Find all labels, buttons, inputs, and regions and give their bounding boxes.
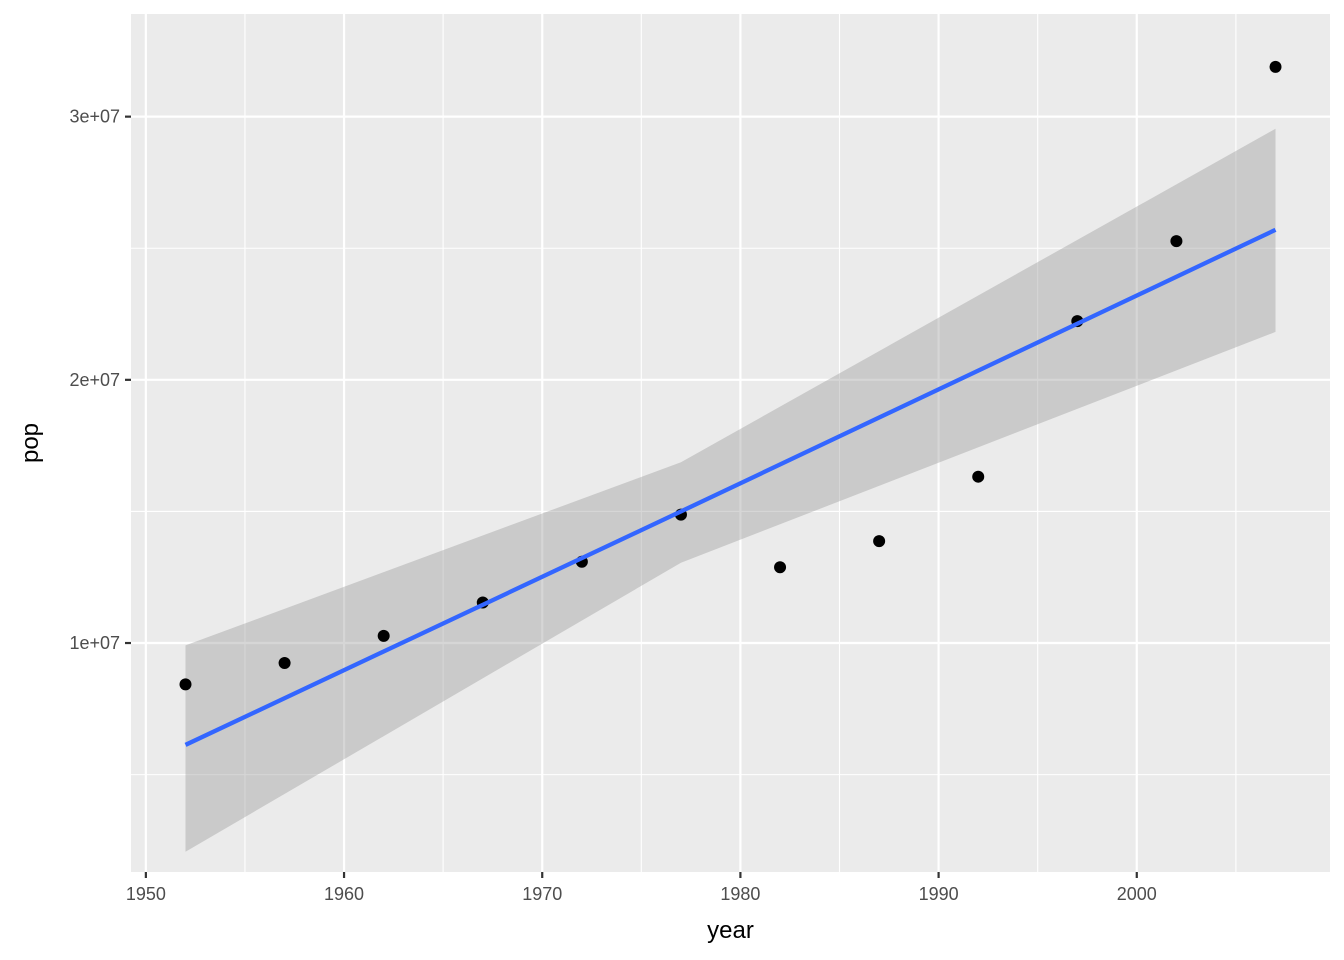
y-tick-label: 1e+07	[69, 633, 120, 653]
data-point	[873, 535, 886, 548]
y-tick-label: 3e+07	[69, 107, 120, 127]
data-point	[278, 657, 291, 670]
trend-line	[184, 227, 1277, 747]
y-axis-title: pop	[17, 423, 44, 463]
x-tick-label: 1980	[720, 884, 760, 904]
data-point	[774, 561, 787, 574]
data-point	[179, 678, 192, 691]
x-tick-label: 1990	[919, 884, 959, 904]
x-axis-title: year	[707, 917, 754, 944]
minor-gridlines	[131, 14, 1330, 872]
x-tick-label: 1950	[126, 884, 166, 904]
major-gridlines	[131, 14, 1330, 872]
y-axis: 1e+07 2e+07 3e+07	[69, 107, 131, 653]
x-tick-label: 1960	[324, 884, 364, 904]
x-tick-label: 2000	[1117, 884, 1157, 904]
data-point	[1170, 235, 1183, 248]
plot-panel	[131, 14, 1330, 872]
data-point	[377, 629, 390, 642]
x-axis: 1950 1960 1970 1980 1990 2000	[126, 872, 1157, 904]
x-tick-label: 1970	[522, 884, 562, 904]
y-tick-label: 2e+07	[69, 370, 120, 390]
data-point	[972, 470, 985, 483]
data-points	[179, 60, 1282, 691]
data-point	[1269, 60, 1282, 73]
